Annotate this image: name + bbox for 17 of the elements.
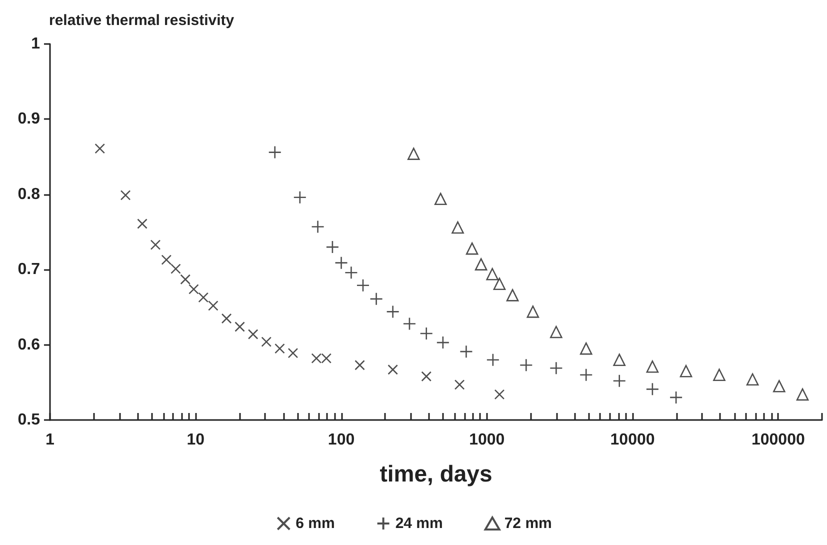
y-tick-label: 0.7: [18, 261, 40, 278]
x-tick-label: 100: [328, 432, 355, 448]
y-tick-label: 0.8: [18, 186, 40, 203]
x-tick-label: 1000: [469, 432, 505, 448]
y-tick-label: 1: [31, 36, 40, 52]
x-tick-label: 10000: [610, 432, 655, 448]
y-tick-label: 0.5: [18, 412, 40, 428]
x-tick-label: 10: [186, 432, 205, 448]
legend-label: 6 mm: [296, 515, 335, 532]
legend-label: 24 mm: [395, 515, 443, 532]
y-tick-label: 0.6: [18, 336, 40, 354]
x-tick-label: 100000: [751, 432, 805, 448]
x-tick-label: 1: [46, 432, 55, 448]
x-axis-title: time, days: [380, 460, 492, 486]
y-axis-title: relative thermal resistivity: [49, 12, 235, 29]
y-tick-label: 0.9: [18, 110, 40, 128]
legend-label: 72 mm: [504, 515, 552, 532]
